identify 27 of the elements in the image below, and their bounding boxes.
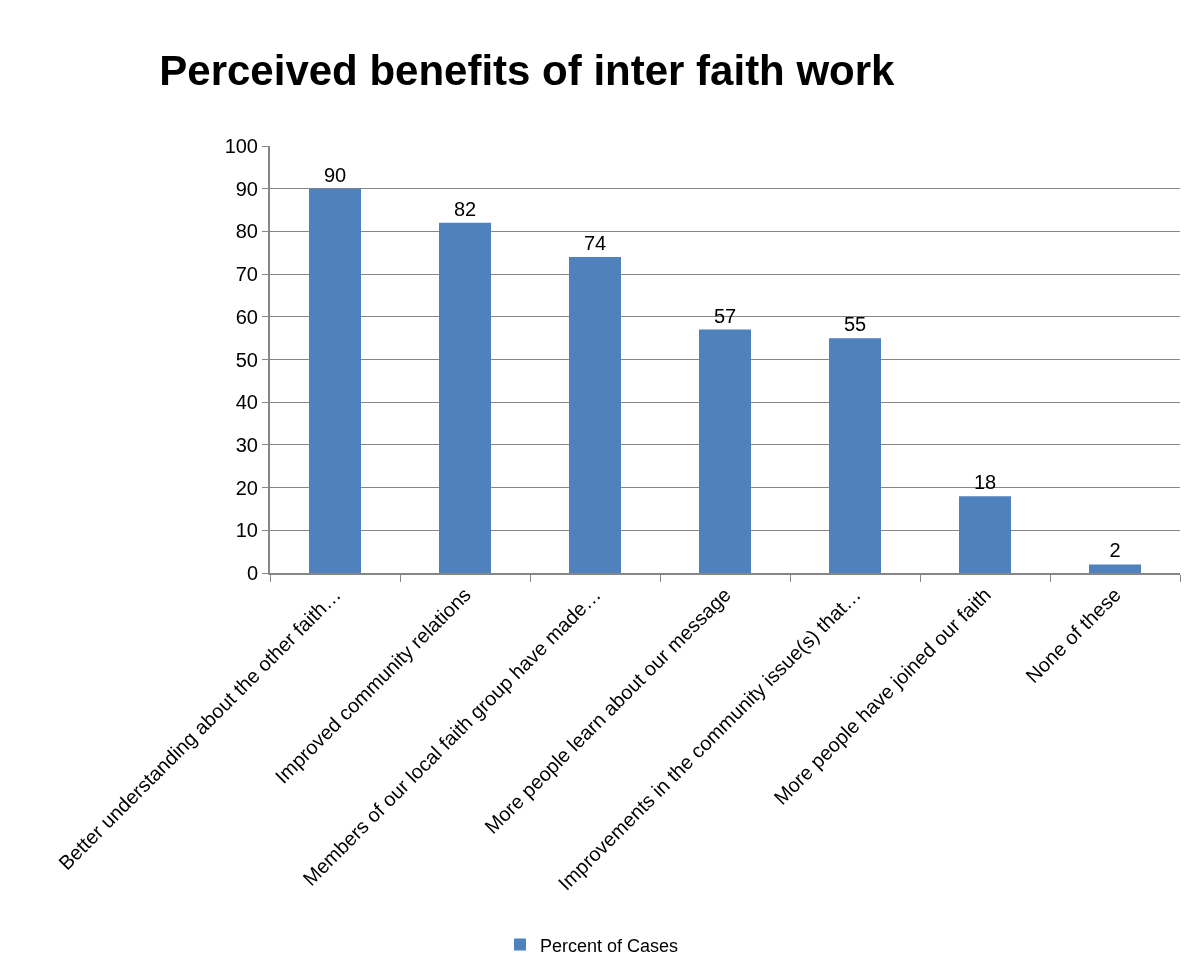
data-label: 82: [453, 197, 477, 220]
y-tick-label: 100: [224, 135, 258, 157]
legend-label: Percent of Cases: [540, 935, 679, 956]
y-tick-label: 10: [235, 519, 258, 542]
data-label: 55: [843, 313, 867, 336]
y-tick-label: 40: [235, 391, 258, 414]
y-tick-label: 50: [235, 348, 258, 371]
y-tick-label: 70: [235, 263, 258, 286]
data-label: 57: [713, 304, 737, 327]
bar: [309, 188, 361, 573]
y-tick-label: 20: [235, 476, 258, 499]
chart-title: Perceived benefits of inter faith work: [159, 46, 896, 94]
bar: [1089, 564, 1141, 573]
y-tick-label: 90: [235, 177, 258, 200]
data-label: 90: [323, 163, 347, 186]
data-label: 18: [973, 471, 997, 494]
bar: [829, 338, 881, 573]
bar: [569, 257, 621, 573]
y-tick-label: 60: [235, 305, 258, 328]
data-label: 2: [1109, 539, 1121, 562]
bar: [439, 222, 491, 573]
y-tick-label: 30: [235, 433, 258, 456]
bar: [959, 496, 1011, 573]
y-tick-label: 80: [235, 220, 258, 243]
bar: [699, 329, 751, 573]
y-tick-label: 0: [246, 562, 258, 584]
data-label: 74: [583, 232, 607, 255]
